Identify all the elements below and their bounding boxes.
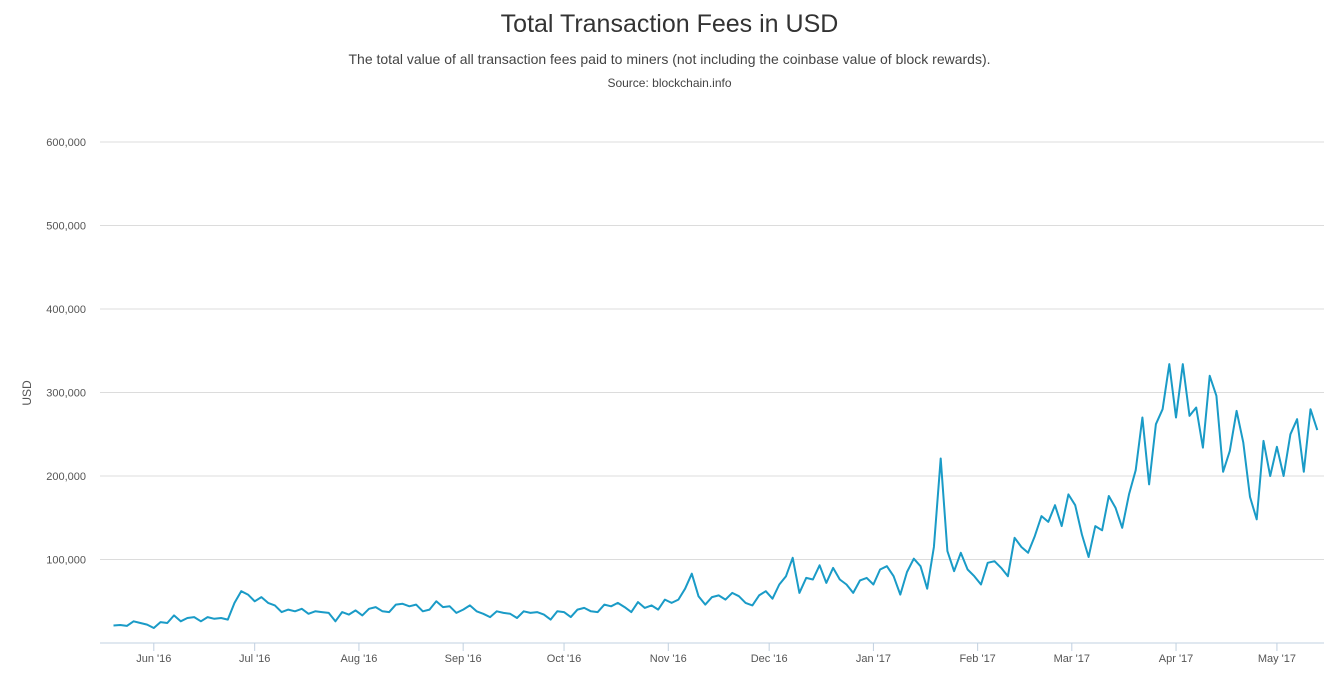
y-tick-label: 200,000: [46, 471, 86, 483]
x-tick-label: Sep '16: [445, 653, 482, 665]
x-tick-label: Mar '17: [1054, 653, 1090, 665]
grid-lines: [100, 141, 1324, 644]
y-axis-label: USD: [20, 380, 34, 406]
chart-title: Total Transaction Fees in USD: [500, 10, 839, 38]
x-tick-label: May '17: [1258, 653, 1296, 665]
x-tick-label: Oct '16: [547, 653, 582, 665]
series-line: [113, 363, 1319, 629]
x-tick-label: Dec '16: [751, 653, 788, 665]
y-tick-label: 300,000: [46, 388, 86, 400]
x-tick-label: Apr '17: [1159, 653, 1194, 665]
x-tick-label: Feb '17: [959, 653, 995, 665]
y-axis-ticks: 100,000 200,000 300,000 400,000 500,000 600,0…: [46, 137, 86, 567]
chart-subtitle: The total value of all transaction fees …: [348, 51, 991, 67]
y-tick-label: 600,000: [46, 137, 86, 149]
x-tick-label: Nov '16: [650, 653, 687, 665]
chart-source: Source: blockchain.info: [607, 76, 732, 90]
x-tick-label: Jul '16: [239, 653, 270, 665]
x-tick-label: Jun '16: [136, 653, 171, 665]
y-tick-label: 100,000: [46, 555, 86, 567]
x-axis-ticks: Jun '16 Jul '16 Aug '16 Sep '16 Oct '16 Nov '…: [136, 643, 1296, 665]
y-tick-label: 400,000: [46, 304, 86, 316]
x-tick-label: Jan '17: [856, 653, 891, 665]
y-tick-label: 500,000: [46, 221, 86, 233]
series-group: [113, 363, 1319, 629]
x-tick-label: Aug '16: [340, 653, 377, 665]
